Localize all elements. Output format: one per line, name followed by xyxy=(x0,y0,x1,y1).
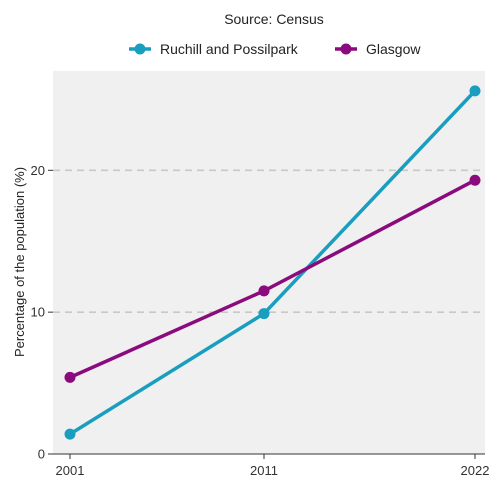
y-axis-ticks: 0 10 20 xyxy=(31,163,53,462)
y-axis-title: Percentage of the population (%) xyxy=(12,167,27,357)
data-point-glasgow-2011[interactable] xyxy=(258,285,270,297)
y-tick-label-10: 10 xyxy=(31,305,45,320)
x-tick-label-2011: 2011 xyxy=(250,463,278,478)
data-point-glasgow-2001[interactable] xyxy=(64,371,76,383)
data-point-ruchill-and-possilpark-2001[interactable] xyxy=(64,428,76,440)
x-tick-label-2001: 2001 xyxy=(56,463,85,478)
legend-key-point-glasgow xyxy=(340,43,352,55)
y-tick-label-20: 20 xyxy=(31,163,45,178)
legend-label-ruchill-and-possilpark: Ruchill and Possilpark xyxy=(160,41,299,57)
data-point-ruchill-and-possilpark-2022[interactable] xyxy=(469,85,481,97)
data-point-ruchill-and-possilpark-2011[interactable] xyxy=(258,308,270,320)
legend-key-point-ruchill-and-possilpark xyxy=(134,43,146,55)
series-layer xyxy=(64,85,481,440)
chart-caption: Source: Census xyxy=(224,11,324,27)
legend-label-glasgow: Glasgow xyxy=(366,41,421,57)
legend: Ruchill and Possilpark Glasgow xyxy=(129,41,421,57)
x-tick-label-2022: 2022 xyxy=(461,463,490,478)
plot-panel xyxy=(53,71,485,454)
data-point-glasgow-2022[interactable] xyxy=(469,174,481,186)
y-tick-label-0: 0 xyxy=(38,447,45,462)
x-axis-ticks: 2001 2011 2022 xyxy=(56,454,490,478)
